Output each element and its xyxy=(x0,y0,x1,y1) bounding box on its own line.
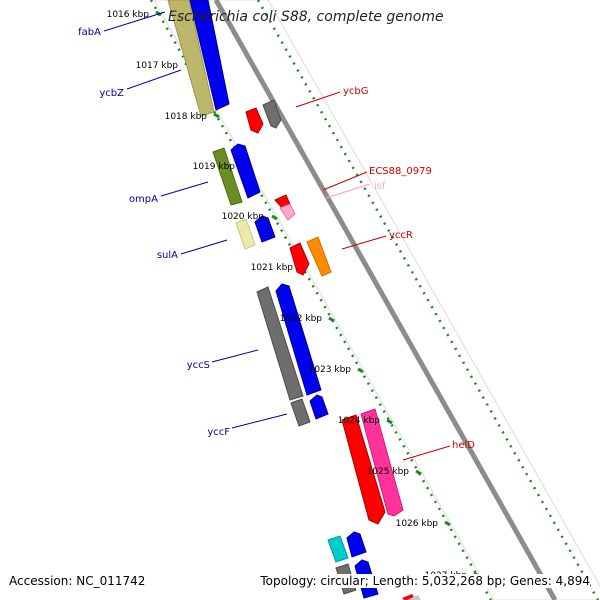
gene-label-ECS88_0979: ECS88_0979 xyxy=(369,166,432,177)
leader-line xyxy=(231,413,288,429)
backbone-line xyxy=(213,0,558,600)
gene-label-helD: helD xyxy=(452,440,475,451)
gene-label-yccF: yccF xyxy=(207,427,230,438)
left-tick-rail xyxy=(149,0,493,600)
gene-ycbG xyxy=(245,107,264,134)
leader-line xyxy=(211,349,259,363)
gene-forward-1 xyxy=(189,0,230,111)
gene-yccS xyxy=(256,286,304,401)
tick-label: 1026 kbp xyxy=(396,519,439,529)
tick-label: 1024 kbp xyxy=(338,416,381,426)
gene-label-isf: isf xyxy=(374,181,386,192)
tick-label: 1017 kbp xyxy=(136,61,179,71)
gene-forward-4 xyxy=(275,283,322,396)
leader-line xyxy=(341,235,387,250)
topology-text: Topology: circular; Length: 5,032,268 bp… xyxy=(260,574,590,588)
right-gene-labels: ycbG ECS88_0979 isf yccR helD xyxy=(295,86,475,461)
gene-yccF xyxy=(290,398,311,427)
gene-red-2 xyxy=(289,242,310,276)
gene-ompA xyxy=(212,147,243,206)
gene-gray-bottom-right xyxy=(407,595,421,600)
gene-sulA xyxy=(235,218,256,250)
tick-label: 1025 kbp xyxy=(367,467,410,477)
leader-line xyxy=(160,181,209,197)
gene-label-yccS: yccS xyxy=(187,360,210,371)
gene-label-ompA: ompA xyxy=(129,194,158,205)
tick-label: 1021 kbp xyxy=(251,263,294,273)
tick-label: 1018 kbp xyxy=(165,112,208,122)
gene-label-fabA: fabA xyxy=(78,27,101,38)
gene-forward-2 xyxy=(230,143,261,199)
leader-line xyxy=(325,183,371,199)
gene-forward-6 xyxy=(346,531,367,558)
map-band xyxy=(153,0,600,600)
gene-reverse-gray-1 xyxy=(262,99,282,129)
leader-line xyxy=(402,445,451,461)
gene-isf xyxy=(279,203,296,221)
gene-fabA-ycbZ xyxy=(167,0,215,117)
gene-helD xyxy=(341,414,386,525)
left-gene-labels: fabA ycbZ ompA sulA yccS yccF xyxy=(78,11,288,438)
leader-line xyxy=(103,11,166,32)
gene-cyan xyxy=(327,535,349,563)
gene-forward-5 xyxy=(309,394,329,420)
tick-label: 1016 kbp xyxy=(107,10,150,20)
gene-label-sulA: sulA xyxy=(157,250,178,261)
gene-label-ycbZ: ycbZ xyxy=(99,88,124,99)
tick-label: 1023 kbp xyxy=(309,365,352,375)
tick-label: 1019 kbp xyxy=(193,162,236,172)
gene-reverse-pink xyxy=(360,408,404,517)
leader-line xyxy=(322,171,368,191)
leader-line xyxy=(180,239,228,255)
right-tick-rail xyxy=(256,0,600,600)
gene-label-yccR: yccR xyxy=(389,230,413,241)
gene-yccR xyxy=(306,236,332,277)
leader-line xyxy=(295,91,341,108)
leader-line xyxy=(126,69,182,90)
gene-label-ycbG: ycbG xyxy=(343,86,369,97)
tick-label: 1020 kbp xyxy=(222,212,265,222)
genome-title: Escherichia coli S88, complete genome xyxy=(168,9,444,25)
tick-label: 1022 kbp xyxy=(280,314,323,324)
gene-forward-3 xyxy=(254,215,276,243)
accession-text: Accession: NC_011742 xyxy=(9,574,146,588)
